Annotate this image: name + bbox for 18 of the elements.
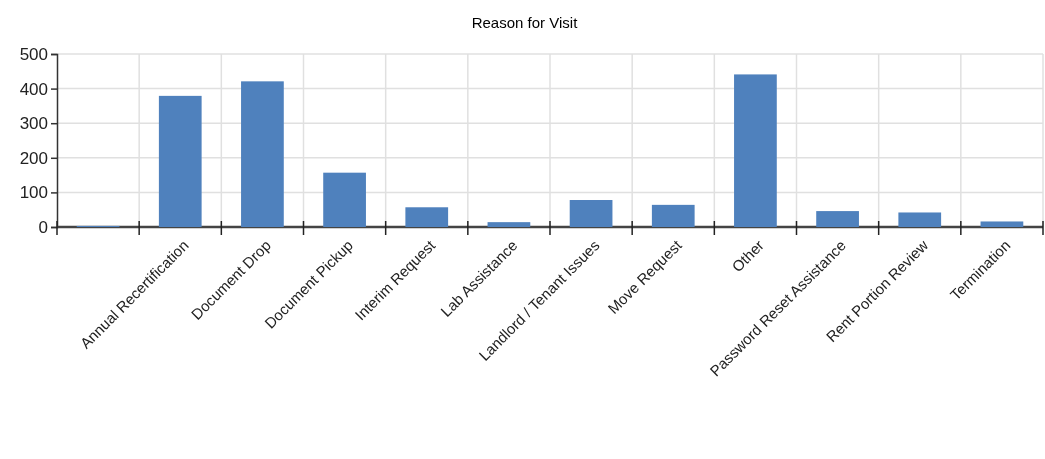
bar bbox=[898, 212, 942, 227]
bar bbox=[651, 204, 695, 227]
bar bbox=[734, 74, 777, 227]
bar bbox=[487, 222, 531, 227]
bar bbox=[980, 221, 1024, 227]
bar bbox=[158, 95, 202, 227]
chart-title: Reason for Visit bbox=[471, 14, 579, 31]
y-tick-label: 500 bbox=[19, 44, 48, 64]
bar bbox=[569, 200, 613, 227]
bar bbox=[405, 207, 449, 227]
y-tick-label: 100 bbox=[19, 183, 48, 203]
y-tick-label: 0 bbox=[38, 217, 48, 237]
y-tick-label: 400 bbox=[19, 79, 48, 99]
bar bbox=[816, 211, 859, 227]
y-tick-label: 200 bbox=[19, 148, 48, 168]
bar bbox=[241, 81, 284, 227]
y-tick-label: 300 bbox=[19, 114, 48, 134]
bar bbox=[323, 172, 366, 227]
